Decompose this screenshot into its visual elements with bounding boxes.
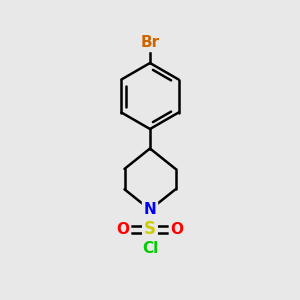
- Text: S: S: [144, 220, 156, 238]
- Text: O: O: [170, 222, 184, 237]
- Text: Cl: Cl: [142, 241, 158, 256]
- Text: O: O: [116, 222, 130, 237]
- Text: N: N: [144, 202, 156, 217]
- Text: Br: Br: [140, 35, 160, 50]
